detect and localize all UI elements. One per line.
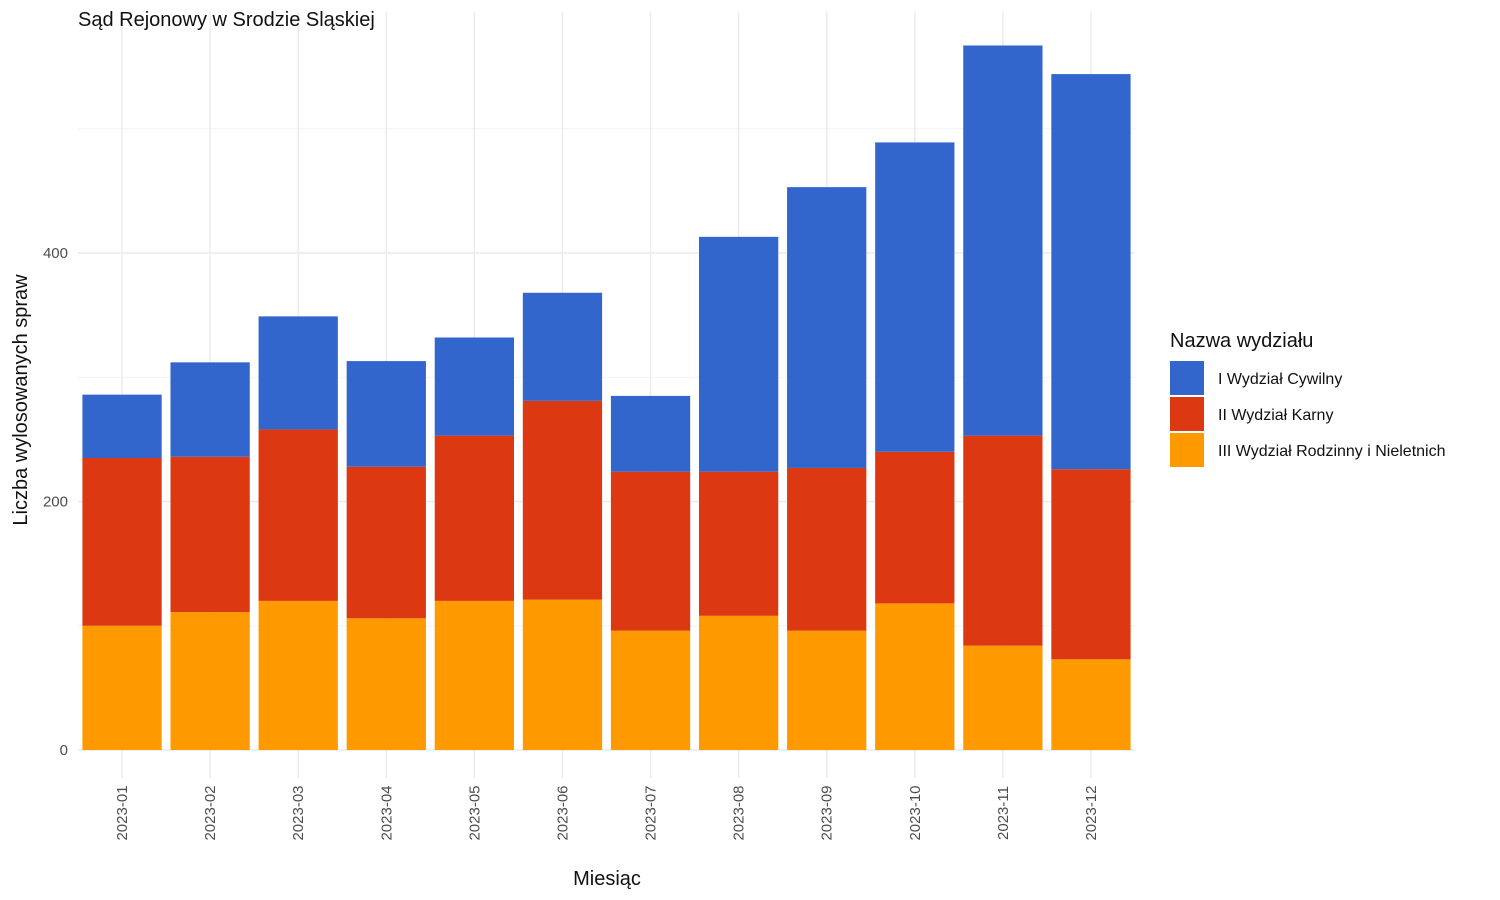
bar-segment [610,395,691,472]
bar-segment [346,466,426,619]
x-tick-label: 2023-03 [290,785,307,840]
bar-segment [1051,659,1131,750]
legend-title: Nazwa wydziału [1170,330,1313,352]
x-tick-label: 2023-02 [202,785,219,840]
legend-label: II Wydział Karny [1218,407,1333,424]
bar-segment [434,600,515,750]
bar-segment [346,618,426,750]
bar-segment [963,645,1043,750]
legend-swatch [1170,361,1204,395]
bar-segment [258,429,338,601]
bar-segment [698,615,779,750]
x-axis-ticks: 2023-01 2023-02 2023-03 2023-04 2023-05 2023-… [114,785,1100,840]
x-tick-label: 2023-04 [378,785,395,840]
bar-segment [875,603,955,750]
bar-segment [875,451,955,604]
y-axis-ticks: 0 200 400 [43,245,68,759]
legend-items: I Wydział Cywilny II Wydział Karny III Wyd… [1170,361,1446,467]
bar-segment [787,467,867,631]
y-axis-title: Liczba wylosowanych spraw [10,274,32,526]
x-tick-label: 2023-08 [731,785,748,840]
legend-label: I Wydział Cywilny [1218,371,1342,388]
bar-segment [82,625,162,750]
bar-segment [258,316,338,430]
x-tick-label: 2023-05 [466,785,483,840]
bar-segment [170,362,250,457]
bar-segment [610,471,691,631]
bar-segment [258,600,338,750]
x-tick-label: 2023-10 [907,785,924,840]
legend-swatch [1170,397,1204,431]
x-tick-label: 2023-06 [554,785,571,840]
bar-segment [787,187,867,468]
bar-segment [610,630,691,750]
bar-segment [1051,469,1131,660]
bar-segment [698,236,779,472]
bar-segment [82,458,162,626]
bar-segment [963,45,1043,436]
bar-segment [434,435,515,601]
x-tick-label: 2023-09 [819,785,836,840]
legend: Nazwa wydziału I Wydział Cywilny II Wydzi… [1170,330,1446,467]
y-tick-label: 200 [43,494,68,511]
chart-title: Sąd Rejonowy w Srodzie Sląskiej [78,9,375,31]
x-tick-label: 2023-11 [995,786,1012,840]
bar-segment [522,292,603,401]
bar-segment [787,630,867,750]
bar-segment [82,394,162,459]
bar-segment [522,599,603,750]
bars [82,45,1131,750]
y-tick-label: 400 [43,245,68,262]
y-tick-label: 0 [60,742,68,759]
legend-label: III Wydział Rodzinny i Nieletnich [1218,443,1446,460]
bar-segment [698,471,779,616]
bar-segment [434,337,515,436]
bar-segment [963,435,1043,646]
legend-swatch [1170,433,1204,467]
bar-segment [170,456,250,613]
bar-segment [875,142,955,452]
x-tick-label: 2023-12 [1083,785,1100,840]
x-axis-title: Miesiąc [573,868,641,890]
bar-segment [346,361,426,467]
x-tick-label: 2023-07 [643,785,660,840]
x-tick-label: 2023-01 [114,785,131,840]
bar-segment [1051,74,1131,470]
bar-segment [170,612,250,750]
bar-segment [522,400,603,600]
